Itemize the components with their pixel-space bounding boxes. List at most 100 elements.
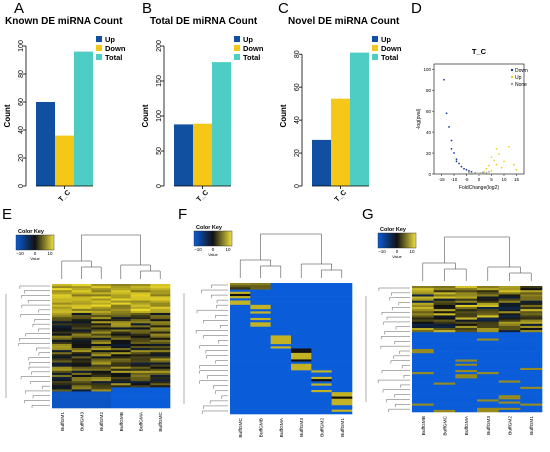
heatmap-e-cell — [130, 308, 151, 312]
heatmap-e-cell — [130, 377, 151, 380]
heatmap-g-cell — [433, 399, 456, 402]
heatmap-f-cell — [250, 326, 271, 330]
heatmap-g-cell — [433, 288, 456, 291]
heatmap-g-cell — [433, 367, 456, 371]
heatmap-f-cell — [270, 357, 292, 360]
heatmap-g-cell — [412, 378, 434, 381]
heatmap-g-cell — [477, 321, 499, 325]
heatmap-e-cell — [91, 321, 112, 324]
heatmap-e-cell — [52, 333, 72, 336]
heatmap-g-cell — [520, 378, 543, 381]
heatmap-e-cell — [91, 368, 112, 372]
heatmap-f-cell — [270, 346, 292, 349]
heatmap-g-cell — [477, 313, 499, 316]
heatmap-f-sample-label: BuffGM2 — [320, 418, 326, 437]
chart-b-legend-label: Total — [243, 53, 260, 62]
heatmap-e-cell — [71, 294, 92, 297]
heatmap-e-cell — [130, 391, 151, 394]
heatmap-g-cell — [520, 304, 543, 308]
heatmap-e-cell — [150, 368, 171, 372]
heatmap-e-cell — [52, 393, 72, 396]
heatmap-f-cell — [230, 409, 251, 413]
heatmap-e-cell — [71, 329, 92, 332]
heatmap-g-cell — [433, 323, 456, 327]
heatmap-e-cell — [52, 319, 72, 322]
heatmap-g-cell — [455, 300, 478, 304]
heatmap-g-cell — [520, 370, 543, 373]
heatmap-e-cell — [52, 368, 72, 372]
heatmap-g-cell — [477, 359, 499, 362]
heatmap-f-cell — [331, 381, 353, 384]
heatmap-e-cell — [52, 329, 72, 332]
heatmap-g-cell — [477, 397, 499, 400]
heatmap-g-cell — [433, 290, 456, 293]
heatmap-g-cell — [477, 407, 499, 411]
heatmap-f-cell — [230, 309, 251, 312]
heatmap-g-cell — [477, 386, 499, 390]
heatmap-f-cell — [250, 285, 271, 288]
heatmap-f-cell — [291, 287, 312, 290]
heatmap-f-cell — [291, 381, 312, 384]
heatmap-g-cell — [477, 307, 499, 310]
heatmap-e-cell — [150, 298, 171, 301]
heatmap-f-cell — [311, 322, 332, 325]
heatmap-g-color-key-bar — [377, 232, 417, 249]
heatmap-e-cell — [71, 327, 92, 330]
heatmap-f-cell — [291, 296, 312, 299]
heatmap-g-cell — [498, 332, 521, 335]
heatmap-f-cell — [331, 398, 353, 402]
heatmap-f-cell — [270, 355, 292, 358]
heatmap-g-cell — [412, 286, 434, 289]
heatmap-f-cell — [331, 320, 353, 323]
heatmap-e-cell — [130, 306, 151, 310]
heatmap-e-cell — [150, 288, 171, 291]
volcano-point-down — [465, 168, 468, 171]
volcano-x-axis-label: FoldChange(log2) — [459, 185, 499, 191]
heatmap-f-cell — [311, 302, 332, 306]
heatmap-g-cell — [498, 311, 521, 314]
heatmap-f-cell — [250, 379, 271, 382]
heatmap-f-cell — [270, 283, 292, 286]
heatmap-g-cell — [455, 334, 478, 337]
heatmap-f-cell — [270, 324, 292, 327]
heatmap-e-cell — [71, 315, 92, 318]
heatmap-g-cell — [477, 349, 499, 352]
heatmap-g-cell — [433, 315, 456, 318]
heatmap-e-cell — [52, 321, 72, 324]
heatmap-f-cell — [230, 287, 251, 290]
heatmap-g-cell — [433, 380, 456, 383]
heatmap-e-cell — [52, 294, 72, 297]
heatmap-f-cell — [331, 352, 353, 356]
heatmap-e-cell — [71, 401, 92, 405]
heatmap-e-cell — [71, 387, 92, 390]
heatmap-g-cell — [498, 292, 521, 295]
heatmap-e-cell — [150, 399, 171, 403]
heatmap-g-cell — [433, 317, 456, 320]
heatmap-f-cell — [270, 392, 292, 395]
heatmap-g-cell — [412, 336, 434, 339]
heatmap-g-cell — [520, 355, 543, 358]
heatmap-f-cell — [270, 337, 292, 341]
heatmap-g-cell — [520, 317, 543, 320]
heatmap-g-cell — [455, 290, 478, 293]
heatmap-e-cell — [111, 329, 131, 332]
heatmap-g-cell — [455, 346, 478, 350]
volcano-legend-marker — [510, 75, 514, 79]
heatmap-g-cell — [412, 328, 434, 331]
heatmap-f-cell — [230, 335, 251, 338]
heatmap-e-cell — [71, 323, 92, 326]
heatmap-g-cell — [520, 395, 543, 398]
heatmap-f-cell — [291, 339, 312, 343]
heatmap-e-cell — [150, 339, 171, 343]
heatmap-f-cell — [230, 400, 251, 404]
heatmap-e-cell — [111, 389, 131, 392]
heatmap-g-cell — [433, 351, 456, 354]
heatmap-g-cell — [477, 391, 499, 394]
heatmap-e-cell — [52, 286, 72, 289]
heatmap-e-cell — [91, 312, 112, 316]
heatmap-g-cell — [412, 397, 434, 400]
heatmap-f-cell — [311, 403, 332, 406]
heatmap-g-cell — [412, 367, 434, 371]
heatmap-g-cell — [433, 344, 456, 348]
heatmap-e-cell — [111, 288, 131, 291]
